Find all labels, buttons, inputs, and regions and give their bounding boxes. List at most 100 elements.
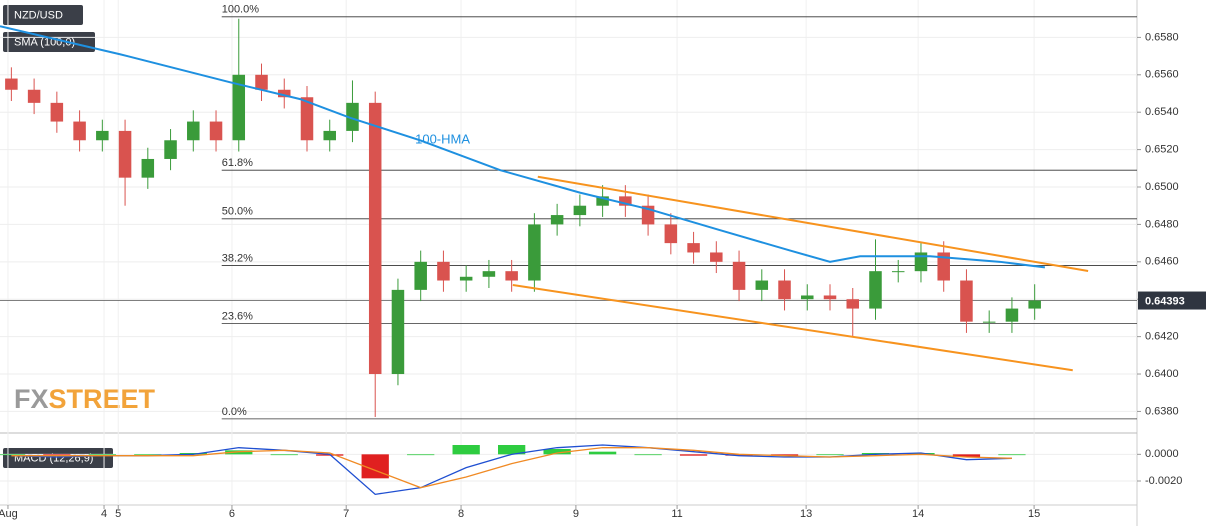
y-tick-label: 0.6580 xyxy=(1145,31,1179,43)
y-tick-label: 0.6520 xyxy=(1145,144,1179,156)
histogram-bar xyxy=(179,453,207,455)
histogram-bar xyxy=(225,450,253,455)
x-tick-label: Aug xyxy=(0,508,18,520)
x-tick-label: 5 xyxy=(115,508,121,520)
histogram-bar xyxy=(88,454,116,456)
x-tick-label: 4 xyxy=(101,508,107,520)
candle-body xyxy=(368,102,382,375)
y-tick-label: 0.6540 xyxy=(1145,106,1179,118)
histogram-bar xyxy=(0,454,26,456)
histogram-bar xyxy=(270,454,298,456)
candle-body xyxy=(596,196,609,206)
y-tick-label: 0.6560 xyxy=(1145,69,1179,81)
candle-body xyxy=(437,261,450,281)
macd-box xyxy=(3,448,113,468)
candle-body xyxy=(619,196,632,206)
fib-label: 100.0% xyxy=(222,4,260,16)
candle-body xyxy=(141,158,155,178)
candle-body xyxy=(255,74,268,90)
symbol-label: NZD/USD xyxy=(14,9,63,21)
candle-body xyxy=(846,299,860,309)
candle-body xyxy=(732,261,746,290)
last-price-label: 0.64393 xyxy=(1145,295,1185,307)
x-tick-label: 15 xyxy=(1028,508,1040,520)
candle-body xyxy=(277,89,291,98)
candle-body xyxy=(573,205,587,216)
candle-body xyxy=(414,261,427,290)
candle-body xyxy=(482,271,496,277)
line-label: 100-HMA xyxy=(415,132,470,147)
histogram-bar xyxy=(498,445,526,455)
candle-body xyxy=(528,224,541,281)
candle-body xyxy=(118,130,132,178)
histogram-bar xyxy=(407,454,435,456)
logo-suffix: STREET xyxy=(49,384,156,414)
logo: FXSTREET xyxy=(14,384,156,414)
x-tick-label: 13 xyxy=(800,508,812,520)
candle-body xyxy=(459,276,473,281)
histogram-bar xyxy=(452,445,480,455)
candle-body xyxy=(778,280,791,300)
candle-body xyxy=(27,89,41,103)
last-price-box xyxy=(1138,291,1206,310)
histogram-bar xyxy=(907,453,935,455)
histogram-bar xyxy=(952,454,981,457)
candle-body xyxy=(209,121,223,141)
x-tick-label: 7 xyxy=(343,508,349,520)
x-tick-label: 11 xyxy=(671,508,682,520)
histogram-bar xyxy=(998,454,1026,456)
candle-body xyxy=(187,121,200,141)
y-tick-label: 0.6460 xyxy=(1145,256,1179,268)
histogram-bar xyxy=(588,451,617,455)
fib-label: 38.2% xyxy=(222,252,253,264)
histogram-bar xyxy=(43,454,71,456)
candle-body xyxy=(505,271,518,281)
candle-body xyxy=(5,78,18,90)
symbol-box xyxy=(3,5,83,25)
histogram-bar xyxy=(725,454,753,456)
y-tick-label: 0.6400 xyxy=(1145,368,1179,380)
histogram-bar xyxy=(634,454,662,456)
x-tick-label: 6 xyxy=(229,508,235,520)
candle-body xyxy=(323,130,336,141)
histogram-bar xyxy=(543,449,571,455)
candle-body xyxy=(73,121,86,141)
candle-body xyxy=(1028,300,1041,309)
line xyxy=(0,25,1046,269)
histogram-bar xyxy=(134,454,162,456)
candle-body xyxy=(391,289,405,375)
y-tick-label: 0.6380 xyxy=(1145,405,1179,417)
x-tick-label: 9 xyxy=(573,508,579,520)
candle-body xyxy=(1005,308,1019,322)
y-tick-label: -0.0020 xyxy=(1145,475,1182,487)
candle-body xyxy=(755,280,769,290)
candle-body xyxy=(550,215,564,225)
candle-body xyxy=(346,102,359,131)
candle-body xyxy=(50,102,64,122)
x-tick-label: 14 xyxy=(912,508,924,520)
candle-body xyxy=(232,74,246,141)
fib-label: 61.8% xyxy=(222,157,253,169)
histogram-bar xyxy=(679,454,708,456)
candle-body xyxy=(300,97,314,141)
y-tick-label: 0.0000 xyxy=(1145,448,1179,460)
y-tick-label: 0.6500 xyxy=(1145,181,1179,193)
y-tick-label: 0.6420 xyxy=(1145,331,1179,343)
candle-body xyxy=(823,295,837,300)
histogram-bar xyxy=(816,454,844,456)
candle-body xyxy=(937,252,950,281)
logo-prefix: FX xyxy=(14,384,49,414)
line xyxy=(11,447,1012,489)
histogram-bar xyxy=(770,454,799,456)
candle-body xyxy=(869,271,882,309)
candle-body xyxy=(801,295,814,300)
candle-body xyxy=(96,130,109,141)
y-tick-label: 0.6480 xyxy=(1145,218,1179,230)
fib-label: 50.0% xyxy=(222,206,253,218)
candle-body xyxy=(891,271,905,273)
x-tick-label: 8 xyxy=(458,508,464,520)
line xyxy=(512,284,1073,372)
candle-body xyxy=(982,321,996,323)
line xyxy=(537,175,1089,272)
